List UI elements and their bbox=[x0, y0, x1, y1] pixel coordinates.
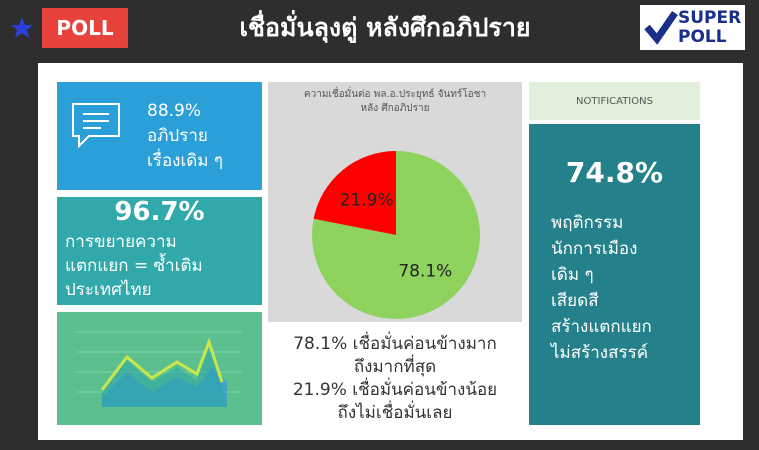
page-title: เชื่อมั่นลุงตู่ หลังศึกอภิปราย bbox=[239, 13, 531, 42]
decor-card bbox=[57, 312, 262, 425]
stat-value: 88.9% bbox=[147, 101, 202, 121]
stat-card: 88.9% อภิปราย เรื่องเดิม ๆ bbox=[57, 82, 262, 190]
decor-chart bbox=[77, 331, 242, 407]
chart-caption: 78.1% เชื่อมั่นค่อนข้างมาก ถึงมากที่สุด … bbox=[262, 333, 528, 425]
logo: SUPER POLL bbox=[640, 5, 745, 50]
pie-slice bbox=[313, 151, 396, 235]
notification-value: 74.8% bbox=[565, 156, 664, 189]
notification-text: ไม่สร้างสรรค์ bbox=[551, 343, 649, 363]
notifications-card: 74.8% พฤติกรรม นักการเมือง เดิม ๆ เสียดส… bbox=[529, 124, 700, 425]
chat-icon bbox=[72, 103, 120, 149]
star-icon bbox=[11, 17, 33, 38]
logo-text: SUPER bbox=[678, 8, 742, 28]
chart-title: ความเชื่อมั่นต่อ พล.อ.ประยุทธ์ จันทร์โอช… bbox=[268, 88, 522, 116]
chart-title-line: หลัง ศึกอภิปราย bbox=[360, 103, 430, 114]
chart-title-line: ความเชื่อมั่นต่อ พล.อ.ประยุทธ์ จันทร์โอช… bbox=[303, 89, 487, 100]
notification-text: สร้างแตกแยก bbox=[551, 317, 652, 337]
slice-label: 21.9% bbox=[340, 190, 394, 210]
stat-text: เรื่องเดิม ๆ bbox=[147, 151, 224, 171]
logo-text: POLL bbox=[678, 27, 727, 47]
stat-text: ประเทศไทย bbox=[65, 280, 152, 300]
logo-check bbox=[644, 11, 678, 45]
caption-line: ถึงมากที่สุด bbox=[353, 357, 437, 377]
stat-text: แตกแยก = ซ้ำเติม bbox=[65, 256, 203, 276]
caption-line: ถึงไม่เชื่อมั่นเลย bbox=[337, 403, 453, 423]
caption-line: 78.1% เชื่อมั่นค่อนข้างมาก bbox=[293, 334, 497, 354]
stat-text: อภิปราย bbox=[147, 126, 208, 146]
notification-text: เสียดสี bbox=[551, 291, 599, 311]
stat-text: การขยายความ bbox=[65, 232, 177, 252]
notification-text: เดิม ๆ bbox=[551, 265, 594, 285]
notification-text: นักการเมือง bbox=[551, 239, 638, 259]
notifications-header: NOTIFICATIONS bbox=[529, 82, 700, 120]
slice-label: 78.1% bbox=[398, 262, 452, 282]
poll-badge: POLL bbox=[42, 8, 128, 48]
stat-card: 96.7% การขยายความ แตกแยก = ซ้ำเติม ประเท… bbox=[57, 197, 262, 305]
caption-line: 21.9% เชื่อมั่นค่อนข้างน้อย bbox=[292, 380, 498, 400]
pie-chart: 78.1% 21.9% bbox=[312, 151, 480, 319]
stat-value: 96.7% bbox=[114, 197, 205, 227]
notification-text: พฤติกรรม bbox=[551, 213, 624, 233]
